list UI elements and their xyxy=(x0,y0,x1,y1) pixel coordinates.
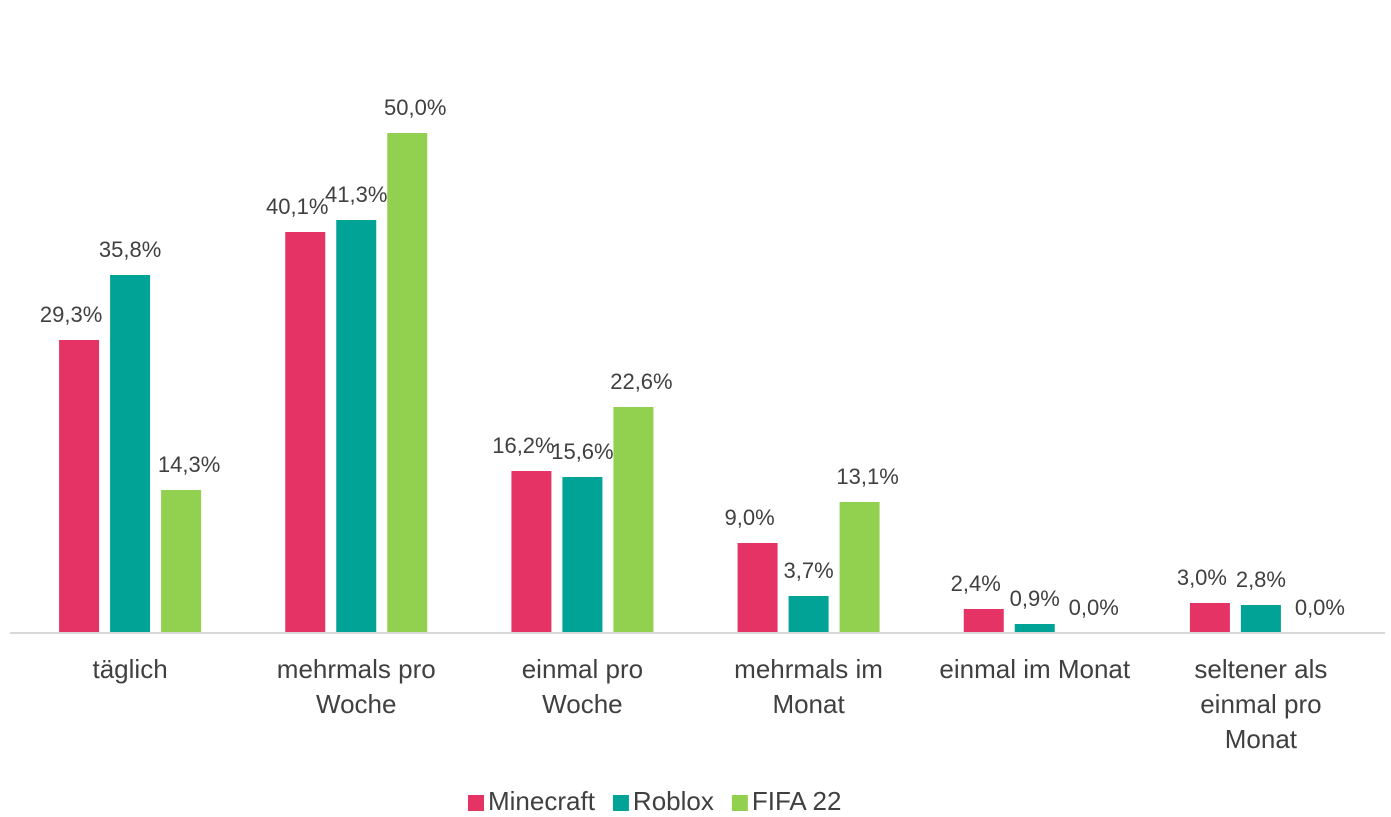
bar xyxy=(59,340,100,633)
data-label: 2,8% xyxy=(1236,567,1286,592)
bar xyxy=(963,609,1004,633)
bar xyxy=(1240,605,1281,633)
bar xyxy=(562,477,603,633)
data-label: 40,1% xyxy=(266,194,328,219)
x-tick-label: einmal im Monat xyxy=(939,654,1131,684)
bar xyxy=(336,220,377,633)
x-tick-label: täglich xyxy=(92,654,168,684)
bar xyxy=(511,471,552,633)
data-label: 3,7% xyxy=(784,558,834,583)
legend-label: Roblox xyxy=(633,786,714,816)
data-label: 15,6% xyxy=(551,439,613,464)
x-tick-label: mehrmals pro Woche xyxy=(276,654,436,719)
data-label: 35,8% xyxy=(99,237,161,262)
bar xyxy=(161,490,202,633)
data-label: 9,0% xyxy=(725,505,775,530)
data-label: 2,4% xyxy=(951,571,1001,596)
legend-label: FIFA 22 xyxy=(752,786,842,816)
data-label: 0,0% xyxy=(1295,595,1345,620)
data-label: 14,3% xyxy=(158,452,220,477)
data-label: 3,0% xyxy=(1177,565,1227,590)
x-tick-label: einmal pro Woche xyxy=(521,654,644,719)
bar xyxy=(613,407,654,633)
legend-swatch xyxy=(468,795,484,811)
data-label: 29,3% xyxy=(40,302,102,327)
bar xyxy=(839,502,880,633)
legend-swatch xyxy=(612,795,629,811)
bar xyxy=(788,596,829,633)
bar xyxy=(1189,603,1230,633)
data-label: 0,9% xyxy=(1010,586,1060,611)
bar xyxy=(110,275,151,633)
data-label: 22,6% xyxy=(610,369,672,394)
data-label: 13,1% xyxy=(836,464,898,489)
data-label: 16,2% xyxy=(492,433,554,458)
bar xyxy=(1014,624,1055,633)
legend-swatch xyxy=(731,795,748,811)
data-label: 0,0% xyxy=(1069,595,1119,620)
x-tick-label: mehrmals im Monat xyxy=(734,654,883,719)
bar xyxy=(387,133,428,633)
data-label: 50,0% xyxy=(384,95,446,120)
bar xyxy=(737,543,778,633)
data-label: 41,3% xyxy=(325,182,387,207)
legend-label: Minecraft xyxy=(488,786,596,816)
x-tick-label: seltener als einmal pro Monat xyxy=(1194,654,1328,754)
bar xyxy=(285,232,326,633)
